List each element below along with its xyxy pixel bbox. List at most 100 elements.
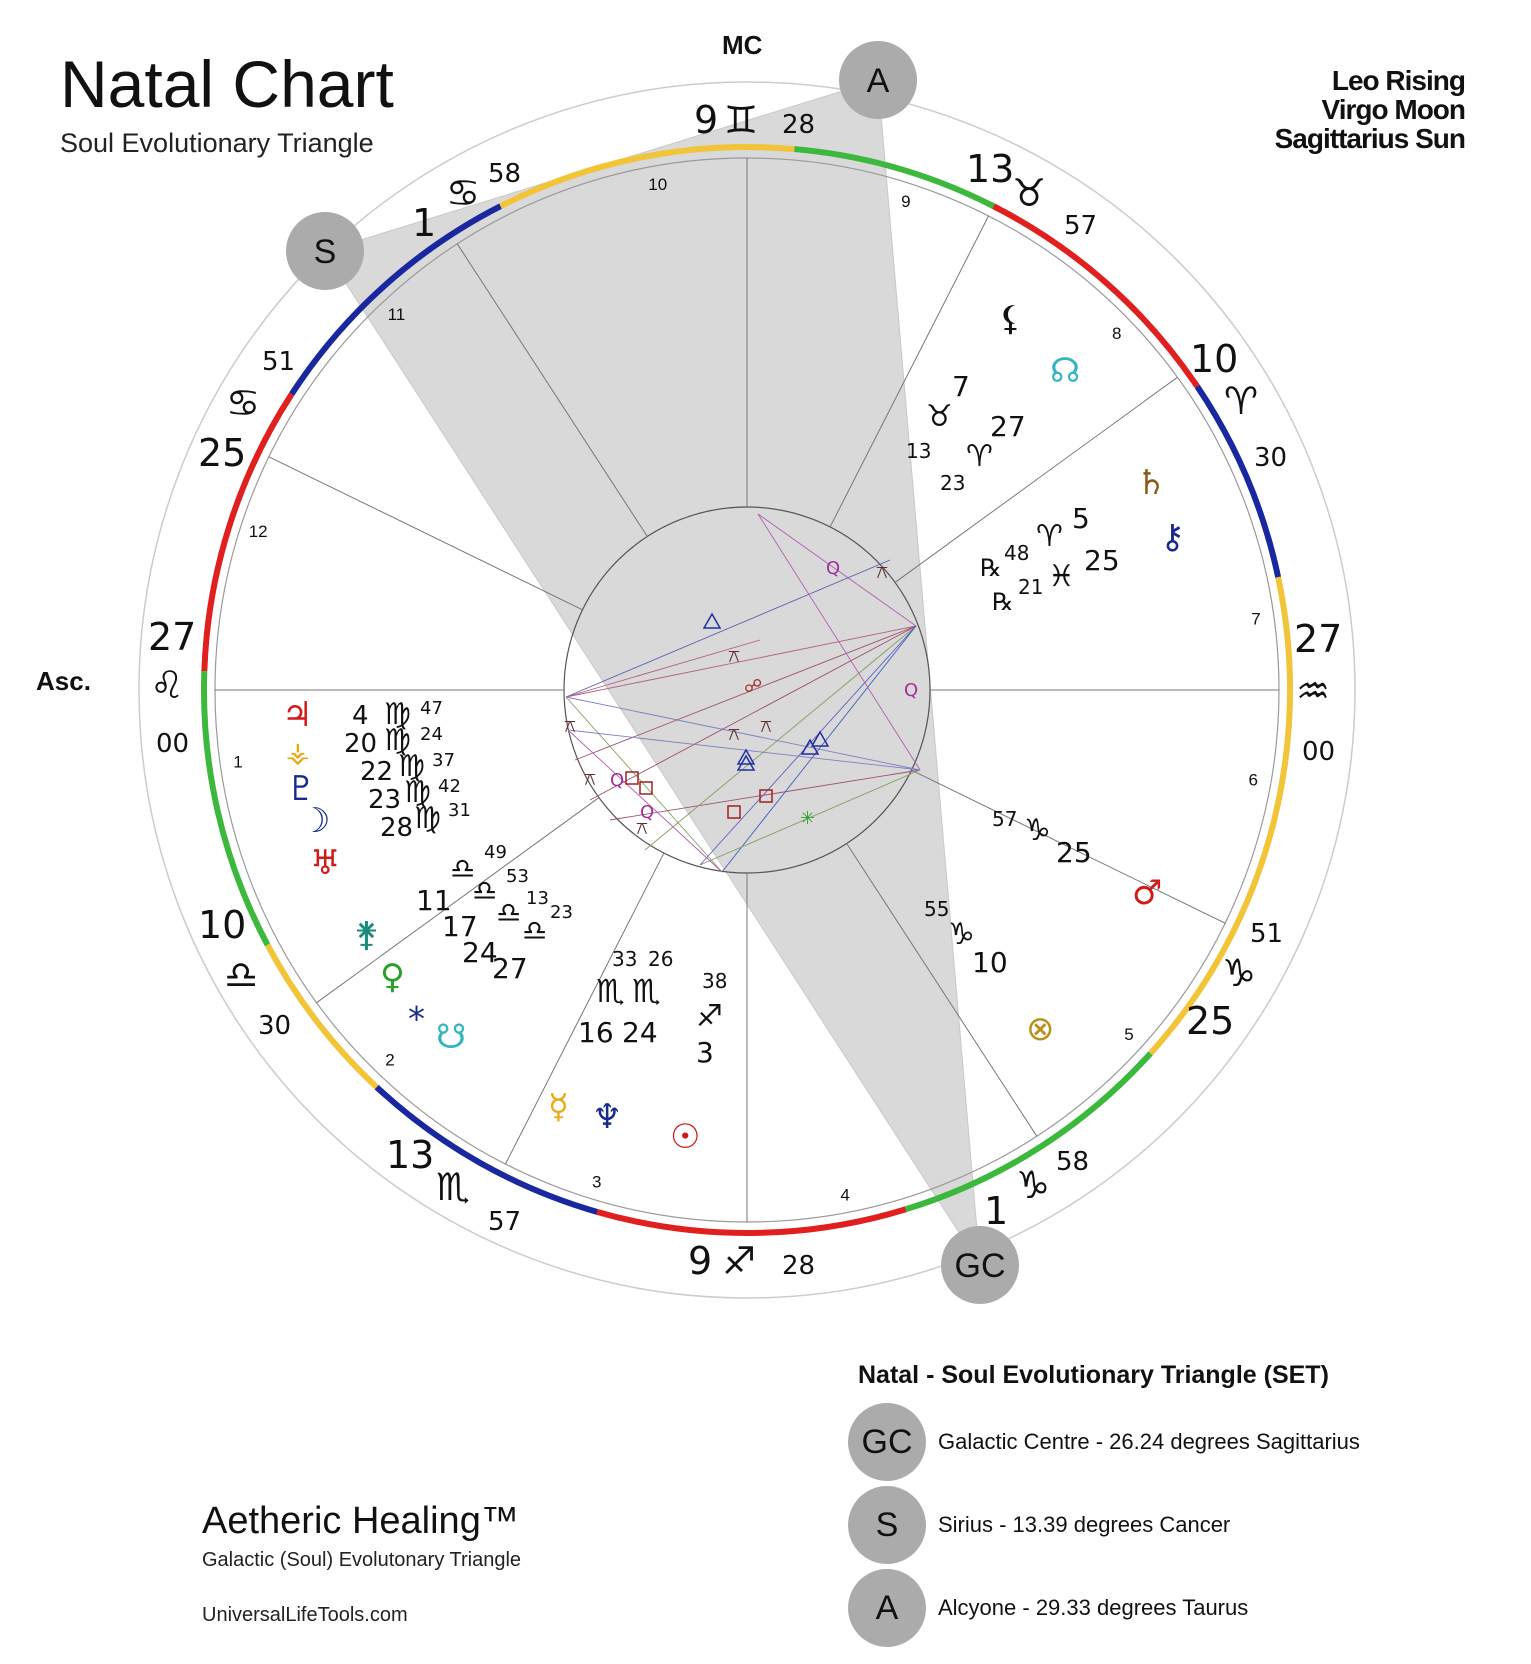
- house-cusp-line: [829, 215, 989, 528]
- pallas-icon: ⁎: [408, 989, 425, 1029]
- house-number: 6: [1248, 770, 1257, 789]
- band-segment: [904, 1051, 1153, 1213]
- band-segment: [201, 670, 271, 947]
- jupiter-icon: ♃: [282, 695, 312, 735]
- house-cusp-lines: [215, 158, 1279, 1222]
- libra-sign: ♎: [224, 953, 258, 997]
- position-deg: 23: [368, 785, 401, 815]
- aspect-q-label: Q: [826, 558, 840, 579]
- house-cusp-line: [316, 797, 600, 1004]
- legend-badge: A: [848, 1569, 926, 1647]
- brand-url[interactable]: UniversalLifeTools.com: [202, 1604, 408, 1626]
- position-min: 21: [1018, 575, 1043, 599]
- sign-summary: Leo Rising Virgo Moon Sagittarius Sun: [1275, 65, 1466, 153]
- brand-name: Aetheric Healing™: [202, 1500, 519, 1542]
- position-deg: 7: [952, 370, 970, 403]
- house-cusp-line: [505, 852, 665, 1165]
- band-segment: [264, 943, 379, 1090]
- position-min: 48: [1004, 541, 1029, 565]
- legend-badge: GC: [848, 1403, 926, 1481]
- venus-icon: ♀: [380, 957, 405, 997]
- capricorn-sign: ♑: [1016, 1163, 1050, 1207]
- galactic-centre-badge-label: GC: [955, 1247, 1006, 1285]
- house-cusp-line: [911, 769, 1226, 924]
- page-title: Natal Chart: [60, 47, 394, 121]
- aries-sign: ♈: [1036, 519, 1063, 554]
- libra-sign: ♎: [472, 874, 497, 907]
- house-number: 2: [385, 1051, 394, 1070]
- house-number: 4: [840, 1186, 849, 1205]
- rising-sign-label: Leo Rising: [1331, 65, 1466, 96]
- cusp-min: 00: [1302, 737, 1335, 767]
- moon-sign-label: Virgo Moon: [1321, 94, 1466, 125]
- cusp-labels: 9 ♊ 28 1 ♋ 58 25 ♋ 51 27 ♌ 00 10 ♎ 30 13…: [148, 98, 1342, 1283]
- position-deg: 27: [492, 952, 528, 985]
- house-number: 1: [233, 753, 242, 772]
- position-min: 57: [992, 807, 1017, 831]
- galactic-centre-badge: [941, 1226, 1019, 1304]
- aspect-quintile-labels: Q Q Q Q: [610, 558, 918, 823]
- band-segment: [596, 1206, 907, 1236]
- house-number: 11: [388, 305, 406, 324]
- aspect-q-label: Q: [640, 802, 654, 823]
- house-number: 7: [1251, 609, 1260, 628]
- moon-icon: ☽: [300, 801, 330, 841]
- position-deg: 24: [462, 936, 498, 969]
- mercury-icon: ☿: [548, 1087, 569, 1127]
- position-deg: 5: [1072, 502, 1090, 535]
- band-segment: [1194, 384, 1282, 578]
- position-deg: 16: [578, 1016, 614, 1049]
- svg-text:⚻: ⚻: [564, 716, 576, 737]
- page-subtitle: Soul Evolutionary Triangle: [60, 128, 374, 158]
- cusp-deg: 27: [148, 615, 196, 659]
- sun-icon: ☉: [670, 1117, 700, 1157]
- retrograde-icon: ℞: [980, 554, 1002, 582]
- house-cusp-line: [268, 456, 583, 611]
- brand-tagline: Galactic (Soul) Evolutonary Triangle: [202, 1549, 522, 1571]
- position-min: 23: [550, 902, 573, 923]
- band-segment: [201, 392, 295, 672]
- cusp-deg: 10: [198, 903, 246, 947]
- legend-text: Alcyone - 29.33 degrees Taurus: [938, 1595, 1249, 1620]
- sirius-badge: [286, 212, 364, 290]
- retrograde-icon: ℞: [992, 588, 1014, 616]
- south-node-icon: ☋: [436, 1017, 466, 1057]
- legend-row-galactic-centre: GC Galactic Centre - 26.24 degrees Sagit…: [848, 1403, 1360, 1481]
- vesta-icon: ⚶: [286, 736, 310, 769]
- house-number: 9: [901, 192, 910, 211]
- capricorn-sign: ♑: [1222, 951, 1256, 995]
- cusp-deg: 25: [1186, 999, 1234, 1043]
- planets: ♃ ⚶ ♇ ☽ ♅ ⚵ ♀ ⁎ ☋ ☿ ♆ ☉ ♂ ⊗ ⚷ ♄ ☊ ⚸: [282, 299, 1185, 1157]
- house-cusp-line: [846, 843, 1038, 1137]
- aspect-q-label: Q: [904, 680, 918, 701]
- svg-text:☍: ☍: [744, 676, 762, 697]
- band-segment: [374, 1084, 599, 1215]
- uranus-icon: ♅: [310, 843, 340, 883]
- cancer-sign: ♋: [446, 171, 480, 215]
- cusp-deg: 25: [198, 431, 246, 475]
- cusp-min: 28: [782, 1251, 815, 1281]
- house-number: 10: [648, 175, 667, 194]
- leo-sign: ♌: [150, 663, 184, 707]
- aspect-q-label: Q: [610, 770, 624, 791]
- cusp-min: 30: [1254, 443, 1287, 473]
- position-min: 13: [906, 439, 931, 463]
- libra-sign: ♎: [522, 914, 547, 947]
- cusp-deg: 10: [1190, 337, 1238, 381]
- legend-text: Sirius - 13.39 degrees Cancer: [938, 1512, 1231, 1537]
- scorpio-sign: ♏: [436, 1165, 470, 1209]
- position-min: 26: [648, 947, 673, 971]
- legend-title: Natal - Soul Evolutionary Triangle (SET): [858, 1361, 1329, 1389]
- asc-label: Asc.: [36, 666, 91, 696]
- position-deg: 28: [380, 813, 413, 843]
- band-segment: [1275, 576, 1294, 766]
- libra-sign: ♎: [496, 896, 521, 929]
- legend-row-alcyone: A Alcyone - 29.33 degrees Taurus: [848, 1569, 1248, 1647]
- neptune-icon: ♆: [592, 1097, 622, 1137]
- scorpio-sign: ♏: [596, 972, 625, 1010]
- cusp-deg: 1: [412, 201, 436, 245]
- virgo-sign: ♍: [398, 749, 425, 784]
- virgo-sign: ♍: [404, 775, 431, 810]
